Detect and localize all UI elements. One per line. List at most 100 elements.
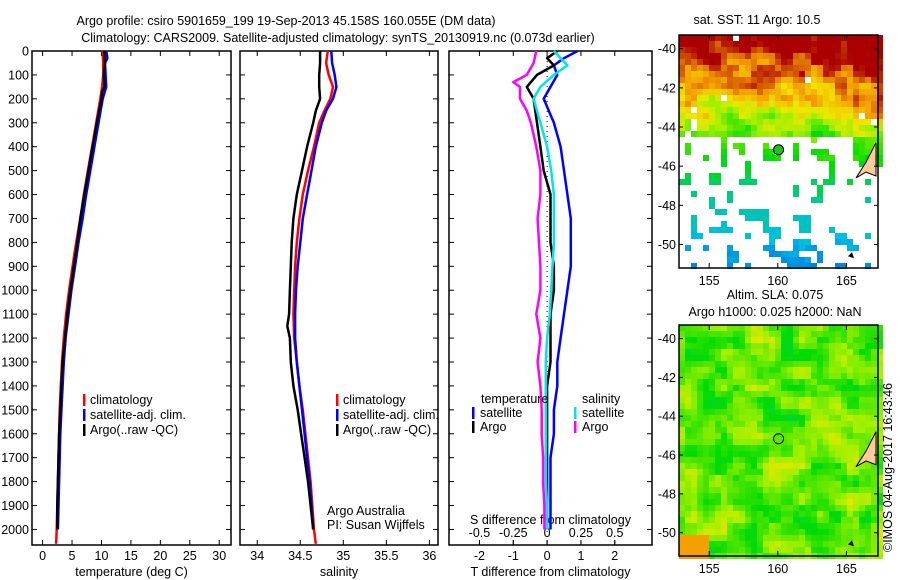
- salinity-panel: 34 34.5 35 35.5 36 salinity climatologysatelli…: [239, 50, 439, 579]
- legend-swatch: [472, 407, 475, 419]
- y-tick-label: 1200: [1, 332, 29, 346]
- legend-swatch: [336, 394, 339, 406]
- legend-label: climatology: [90, 393, 153, 407]
- map-y-tick-label: -42: [658, 371, 676, 385]
- legend-swatch: [574, 421, 577, 433]
- sst-map: 155 160 165 -40 -42 -44 -46 -48 -50: [658, 34, 883, 288]
- legend-swatch: [83, 409, 86, 421]
- map-x-tick-label: 155: [699, 274, 720, 288]
- y-tick-label: 300: [8, 116, 29, 130]
- x2-tick-label: 0: [544, 526, 551, 540]
- map-y-tick-label: -40: [658, 42, 676, 56]
- x-tick-label: 35: [336, 549, 350, 563]
- x-tick-label: -1: [508, 549, 519, 563]
- x2-tick-label: 0.25: [569, 526, 593, 540]
- x-tick-label: -2: [474, 549, 485, 563]
- x-tick-label: 5: [69, 549, 76, 563]
- island-marker: [848, 252, 854, 259]
- y-tick-label: 800: [8, 236, 29, 250]
- y-tick-label: 600: [8, 188, 29, 202]
- x-tick-label: 25: [183, 549, 197, 563]
- legend-title-salinity: salinity: [582, 392, 621, 406]
- x-tick-label: 36: [422, 549, 436, 563]
- x-tick-label: 34.5: [288, 549, 312, 563]
- y-tick-label: 400: [8, 140, 29, 154]
- legend-label: satellite: [480, 406, 522, 420]
- series-line-temperature-satellite: [542, 49, 579, 530]
- legend-label: Argo(..raw -QC): [343, 423, 431, 437]
- y-tick-label: 1700: [1, 451, 29, 465]
- x-tick-label: 15: [124, 549, 138, 563]
- y-tick-label: 100: [8, 68, 29, 82]
- y-tick-label: 1100: [2, 308, 29, 322]
- map-x-tick-label: 160: [767, 562, 788, 576]
- map-frame: [678, 34, 879, 269]
- x-tick-label: 35.5: [374, 549, 398, 563]
- map-y-tick-label: -48: [658, 199, 676, 213]
- x-axis-label: salinity: [320, 565, 359, 579]
- y-tick-label: 1400: [1, 379, 29, 393]
- sla-map-title-line2: Argo h1000: 0.025 h2000: NaN: [688, 305, 861, 319]
- legend-swatch: [574, 407, 577, 419]
- series-line-salinity-satellite: [532, 50, 569, 530]
- legend-label: Argo(..raw -QC): [90, 423, 178, 437]
- argo-float-marker: [773, 433, 785, 445]
- y-tick-label: 1300: [1, 355, 29, 369]
- x2-tick-label: 0.5: [606, 526, 623, 540]
- legend-label: Argo: [582, 420, 608, 434]
- island-marker: [848, 540, 854, 547]
- y-tick-label: 900: [8, 260, 29, 274]
- map-y-tick-label: -48: [658, 487, 676, 501]
- x-axis-label: temperature (deg C): [75, 565, 188, 579]
- map-x-tick-label: 165: [836, 274, 857, 288]
- temperature-panel: 0100200300400500600700800900100011001200…: [1, 45, 232, 579]
- legend-label: climatology: [343, 393, 406, 407]
- difference-panel: -2 -1 0 1 2 T difference from climatology -0.5…: [448, 49, 653, 579]
- series-line-satellite-adj-clim-: [293, 50, 338, 530]
- x-tick-label: 0: [544, 549, 551, 563]
- legend-label: satellite-adj. clim.: [90, 408, 186, 422]
- map-x-tick-label: 155: [699, 562, 720, 576]
- map-x-tick-label: 160: [767, 274, 788, 288]
- legend-swatch: [83, 424, 86, 436]
- map-x-tick-label: 165: [836, 562, 857, 576]
- sst-map-title: sat. SST: 11 Argo: 10.5: [694, 13, 821, 27]
- x-axis-label: T difference from climatology: [470, 565, 631, 579]
- map-y-tick-label: -44: [658, 121, 676, 135]
- y-tick-label: 1000: [1, 284, 29, 298]
- y-tick-label: 0: [22, 45, 29, 59]
- map-y-tick-label: -50: [658, 238, 676, 252]
- x-tick-label: 1: [577, 549, 584, 563]
- y-tick-label: 700: [8, 212, 29, 226]
- x-tick-label: 0: [39, 549, 46, 563]
- y-tick-label: 200: [8, 92, 29, 106]
- y-tick-label: 2000: [1, 523, 29, 537]
- plot-frame: [239, 50, 439, 546]
- legend-label: satellite-adj. clim.: [343, 408, 439, 422]
- map-cells: [679, 325, 883, 559]
- argo-float-marker: [773, 144, 785, 156]
- x-tick-label: 10: [95, 549, 109, 563]
- x-tick-label: 34: [250, 549, 264, 563]
- series-line-argo-raw-qc-: [56, 50, 107, 530]
- map-cells: [679, 35, 883, 269]
- series-line-argo-raw-qc-: [286, 51, 322, 530]
- sla-map: 155 160 165 -40 -42 -44 -46 -48 -50: [658, 324, 883, 576]
- plot-frame: [31, 50, 232, 546]
- legend-label: Argo: [480, 420, 506, 434]
- y-tick-label: 1600: [1, 427, 29, 441]
- x-tick-label: 20: [153, 549, 167, 563]
- legend-swatch: [336, 409, 339, 421]
- y-tick-label: 1800: [1, 475, 29, 489]
- map-y-tick-label: -46: [658, 449, 676, 463]
- x2-tick-label: -0.25: [499, 526, 528, 540]
- x-tick-label: 2: [611, 549, 618, 563]
- y-tick-label: 500: [8, 164, 29, 178]
- legend-label: satellite: [582, 406, 624, 420]
- x-tick-label: 30: [212, 549, 226, 563]
- x2-tick-label: -0.5: [469, 526, 491, 540]
- annotation-text: PI: Susan Wijffels: [327, 518, 425, 532]
- y-tick-label: 1500: [1, 403, 29, 417]
- legend-swatch: [336, 424, 339, 436]
